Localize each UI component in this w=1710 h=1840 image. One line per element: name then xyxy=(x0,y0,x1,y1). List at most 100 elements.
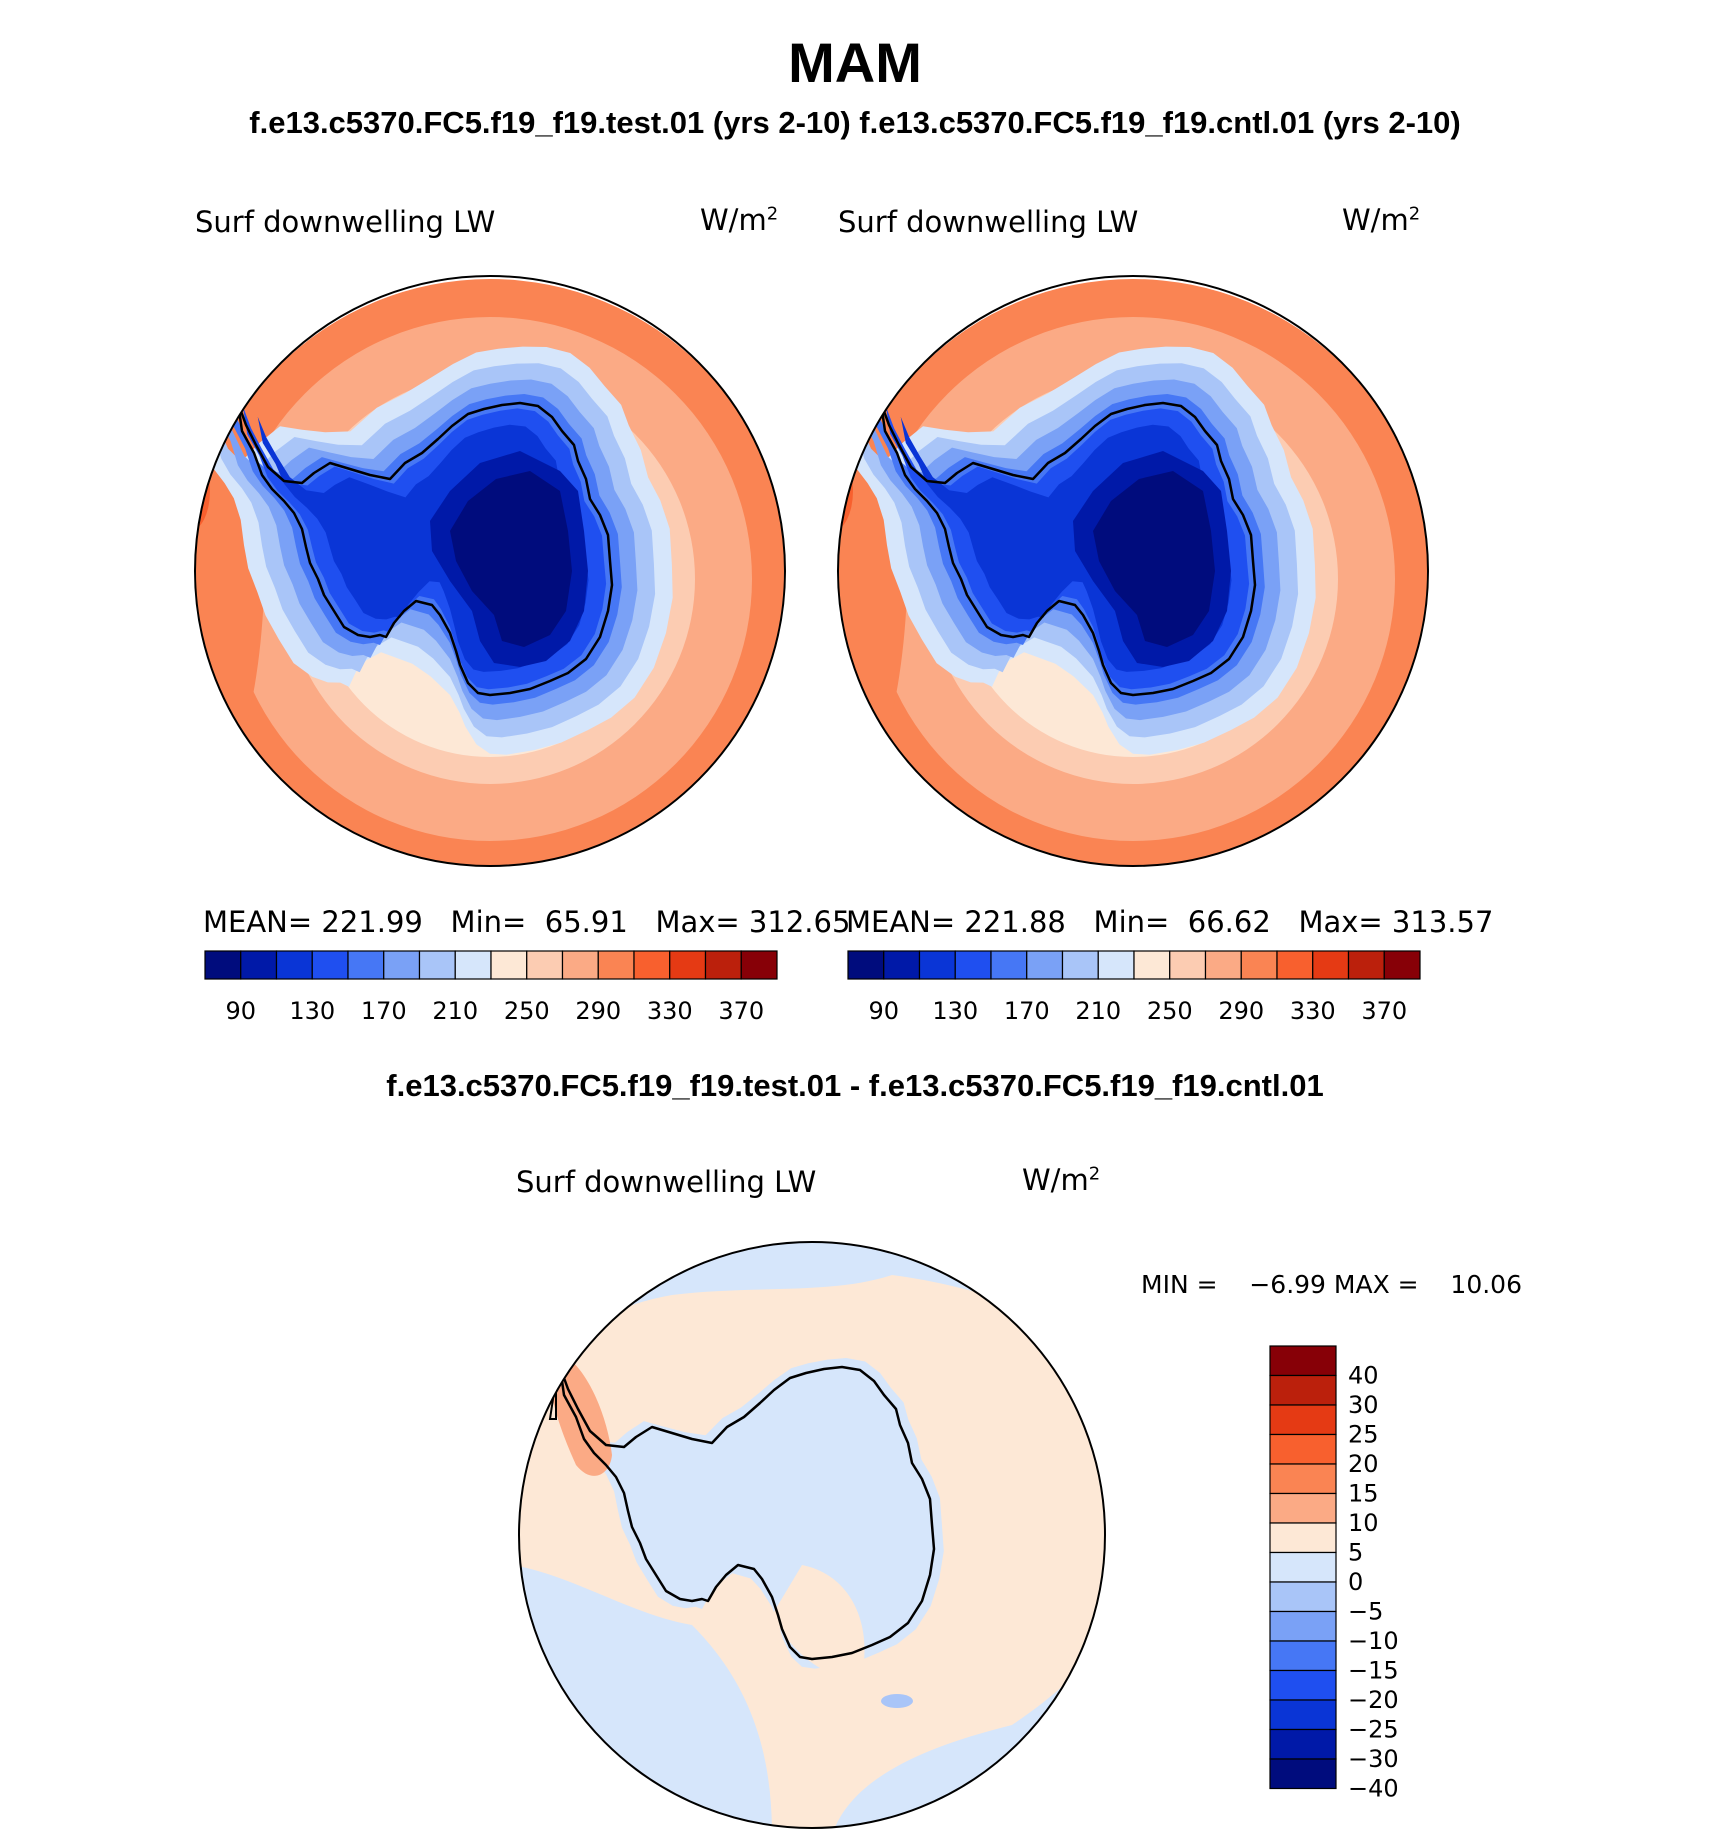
panel2-mean-label: MEAN= xyxy=(846,905,956,939)
colorbar-swatch xyxy=(1061,950,1099,980)
panel1-min-label: Min= xyxy=(450,905,527,939)
colorbar-swatch xyxy=(847,950,885,980)
colorbar-swatch xyxy=(240,950,278,980)
colorbar-tick-label: 210 xyxy=(432,997,478,1025)
colorbar-tick-label: 290 xyxy=(1218,997,1264,1025)
subtitle: f.e13.c5370.FC5.f19_f19.test.01 (yrs 2-1… xyxy=(249,105,1461,140)
ocean-band-330 xyxy=(838,451,853,531)
colorbar-swatch xyxy=(1269,1492,1337,1524)
colorbar-tick-label: 170 xyxy=(1004,997,1050,1025)
colorbar-tick-label: −30 xyxy=(1348,1745,1399,1773)
panel1-min-value: 65.91 xyxy=(544,905,628,939)
colorbar-swatch xyxy=(669,950,707,980)
colorbar-swatch xyxy=(311,950,349,980)
colorbar-tick-label: 330 xyxy=(1290,997,1336,1025)
panel1-mean-value: 221.99 xyxy=(321,905,423,939)
colorbar-tick-label: 290 xyxy=(575,997,621,1025)
colorbar-swatch xyxy=(1269,1463,1337,1495)
colorbar-swatch xyxy=(561,950,599,980)
panel2-max-label: Max= xyxy=(1298,905,1383,939)
colorbar-swatch xyxy=(1204,950,1242,980)
panel2-min-value: 66.62 xyxy=(1187,905,1271,939)
colorbar-tick-label: 370 xyxy=(1361,997,1407,1025)
colorbar-tick-label: 370 xyxy=(718,997,764,1025)
panel1-max-value: 312.65 xyxy=(748,905,851,939)
colorbar-swatch xyxy=(1269,1433,1337,1465)
colorbar-swatch xyxy=(597,950,635,980)
colorbar-tick-label: −10 xyxy=(1348,1627,1399,1655)
colorbar-tick-label: 90 xyxy=(225,997,256,1025)
colorbar-swatch xyxy=(990,950,1028,980)
diff-max-value: 10.06 xyxy=(1450,1270,1522,1299)
colorbar-swatch xyxy=(1269,1640,1337,1672)
colorbar-swatch xyxy=(1312,950,1350,980)
colorbar-swatch xyxy=(1269,1581,1337,1613)
panel2-stats: MEAN= 221.88 Min= 66.62 Max= 313.57 xyxy=(846,905,1493,939)
ocean-band-warm-edge xyxy=(838,311,908,791)
panel2-max-value: 313.57 xyxy=(1391,905,1494,939)
colorbar-tick-label: −40 xyxy=(1348,1775,1399,1803)
map-panel-difference-border xyxy=(518,1241,1106,1829)
colorbar-swatch xyxy=(526,950,564,980)
band-90 xyxy=(1093,471,1215,647)
panel1-units: W/m2 xyxy=(700,203,779,237)
colorbar-tick-label: 5 xyxy=(1348,1539,1363,1567)
colorbar-swatch xyxy=(1269,1522,1337,1554)
map-panel-cntl-border xyxy=(837,275,1429,867)
colorbar-tick-label: −25 xyxy=(1348,1716,1399,1744)
diff-variable-label: Surf downwelling LW xyxy=(516,1165,817,1199)
colorbar-swatch xyxy=(1269,1728,1337,1760)
colorbar-swatch xyxy=(204,950,242,980)
ocean-band-warm-edge xyxy=(195,311,265,791)
map-panel-cntl xyxy=(838,279,1428,866)
diff-max-label: MAX = xyxy=(1333,1270,1419,1299)
diff-units: W/m2 xyxy=(1022,1163,1101,1197)
antarctica-coastline xyxy=(236,401,614,697)
map-panel-test-border xyxy=(194,275,786,867)
colorbar-tick-label: −20 xyxy=(1348,1686,1399,1714)
panel1-variable-label: Surf downwelling LW xyxy=(195,205,496,239)
colorbar-swatch xyxy=(1269,1374,1337,1406)
panel1-max-label: Max= xyxy=(655,905,740,939)
colorbar-tick-label: 250 xyxy=(504,997,550,1025)
colorbar-tick-label: 170 xyxy=(361,997,407,1025)
colorbar-tick-label: 30 xyxy=(1348,1391,1379,1419)
colorbar-swatch xyxy=(1347,950,1385,980)
colorbar-swatch xyxy=(1269,1758,1337,1790)
panel1-mean-label: MEAN= xyxy=(203,905,313,939)
colorbar-tick-label: 0 xyxy=(1348,1568,1363,1596)
colorbar-swatch xyxy=(1269,1610,1337,1642)
colorbar-tick-label: −5 xyxy=(1348,1598,1383,1626)
panel2-min-label: Min= xyxy=(1093,905,1170,939)
colorbar-swatch xyxy=(347,950,385,980)
colorbar-swatch xyxy=(954,950,992,980)
map-panel-difference xyxy=(519,1242,1105,1828)
colorbar-swatch xyxy=(1097,950,1135,980)
diff-minmax: MIN = −6.99 MAX = 10.06 xyxy=(1141,1270,1522,1299)
panel1-stats: MEAN= 221.99 Min= 65.91 Max= 312.65 xyxy=(203,905,850,939)
colorbar-swatch xyxy=(740,950,778,980)
colorbar-tick-label: 210 xyxy=(1075,997,1121,1025)
colorbar-swatch xyxy=(1276,950,1314,980)
diff-min-label: MIN = xyxy=(1141,1270,1218,1299)
colorbar-tick-label: 40 xyxy=(1348,1362,1379,1390)
colorbar-tick-label: 20 xyxy=(1348,1450,1379,1478)
colorbar-tick-label: 10 xyxy=(1348,1509,1379,1537)
island xyxy=(234,371,242,377)
colorbar-swatch xyxy=(418,950,456,980)
diff-field-negative xyxy=(551,1358,944,1669)
island xyxy=(212,410,221,452)
colorbar-swatch xyxy=(633,950,671,980)
diff-min-value: −6.99 xyxy=(1249,1270,1326,1299)
island xyxy=(877,371,885,377)
diff-field-positive xyxy=(772,1565,865,1677)
colorbar-test: 90 130 170 210 250 290 330 370 xyxy=(204,950,778,1025)
colorbar-swatch xyxy=(1133,950,1171,980)
colorbar-swatch xyxy=(1269,1404,1337,1436)
colorbar-swatch xyxy=(1269,1699,1337,1731)
colorbar-swatch xyxy=(383,950,421,980)
colorbar-tick-label: 130 xyxy=(289,997,335,1025)
colorbar-tick-label: −15 xyxy=(1348,1657,1399,1685)
